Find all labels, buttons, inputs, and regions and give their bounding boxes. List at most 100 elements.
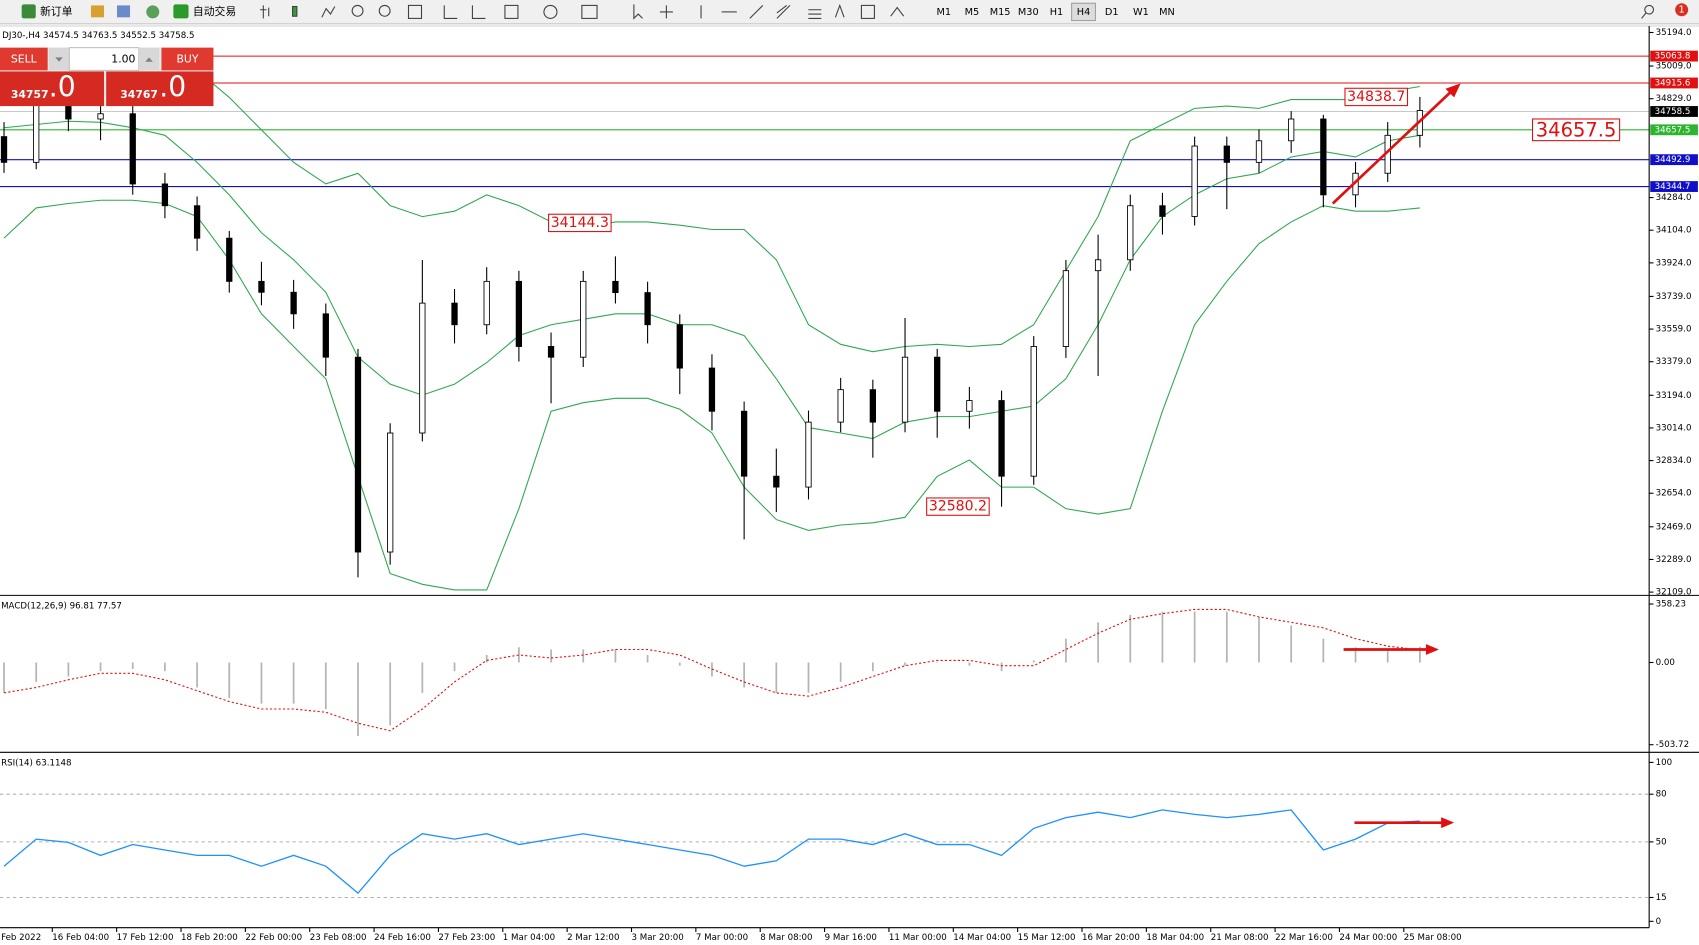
timeframe-button[interactable]: W1 xyxy=(1133,7,1149,18)
ask-main[interactable]: 34767 xyxy=(120,88,158,101)
timeframe-button[interactable]: H1 xyxy=(1050,7,1064,18)
toolbar-icon[interactable] xyxy=(117,5,131,18)
arrow-tool[interactable] xyxy=(890,6,905,17)
x-tick-label: 23 Feb 08:00 xyxy=(310,933,367,943)
bar-chart-tool[interactable] xyxy=(260,5,270,19)
buy-button[interactable] xyxy=(161,47,214,71)
candle-tool[interactable] xyxy=(292,5,298,17)
band-middle xyxy=(3,120,1420,440)
y-tick-label: 35009.0 xyxy=(1656,62,1692,72)
y-tick-label: 32654.0 xyxy=(1656,489,1692,499)
macd-bar xyxy=(357,662,359,737)
cursor-tool[interactable] xyxy=(633,4,643,20)
macd-bar xyxy=(164,662,166,672)
x-tick-label: 24 Mar 00:00 xyxy=(1339,933,1397,943)
zoom-out-tool[interactable] xyxy=(378,4,391,17)
band-lower xyxy=(3,199,1420,591)
band-upper xyxy=(3,53,1420,353)
macd-bar xyxy=(35,662,38,682)
toolbar-icon[interactable] xyxy=(91,5,105,18)
zoom-in-tool[interactable] xyxy=(351,4,364,17)
fibo-tool[interactable] xyxy=(808,9,822,19)
timeframe-button[interactable]: M1 xyxy=(936,7,951,18)
candle-body xyxy=(258,280,265,293)
macd-bar xyxy=(936,662,939,664)
timeframe-button[interactable]: M15 xyxy=(990,7,1011,18)
macd-bar xyxy=(1129,614,1132,663)
macd-bar xyxy=(389,662,392,726)
price-line-tag xyxy=(1650,181,1698,192)
sell-button[interactable] xyxy=(0,47,48,71)
y-tick-label: 33559.0 xyxy=(1656,325,1692,335)
macd-bar xyxy=(678,662,681,666)
sell-label[interactable]: SELL xyxy=(11,53,37,66)
indicator-title: MACD(12,26,9) 96.81 77.57 xyxy=(1,602,122,612)
candle-body xyxy=(740,410,748,477)
candle-body xyxy=(354,356,362,553)
macd-bar xyxy=(1193,611,1196,663)
annotation-box xyxy=(926,497,990,516)
sell-price-box[interactable] xyxy=(0,71,105,107)
label-tool[interactable] xyxy=(860,4,875,19)
y-tick-label: 33014.0 xyxy=(1656,423,1692,433)
macd-bar xyxy=(1386,649,1389,663)
crosshair-tool[interactable] xyxy=(659,5,673,19)
candle-body xyxy=(612,280,619,294)
timeframe-button[interactable]: MN xyxy=(1159,7,1175,18)
lot-value[interactable]: 1.00 xyxy=(111,53,135,66)
new-order-button[interactable]: 新订单 xyxy=(40,4,73,18)
tile-tool[interactable] xyxy=(407,4,423,19)
toolbar-icon[interactable] xyxy=(146,5,160,19)
macd-bar xyxy=(3,662,5,693)
indicator-tool[interactable] xyxy=(504,4,519,19)
candle-body xyxy=(837,389,844,423)
shift-tool[interactable] xyxy=(471,5,486,19)
candle-body xyxy=(97,113,104,120)
candle-body xyxy=(1255,140,1263,163)
timeframe-button[interactable]: H4 xyxy=(1077,7,1091,18)
rsi-line xyxy=(3,809,1420,895)
x-tick-label: 1 Mar 04:00 xyxy=(503,933,555,943)
x-tick-label: 16 Mar 20:00 xyxy=(1082,933,1140,943)
search-icon[interactable] xyxy=(1644,4,1655,15)
candle-body xyxy=(419,302,426,434)
annotation-label: 34144.3 xyxy=(551,215,609,231)
notification-badge[interactable] xyxy=(1675,3,1689,17)
trendline-tool[interactable] xyxy=(749,5,764,19)
new-order-icon[interactable] xyxy=(21,4,36,19)
x-tick-label: 2 Mar 12:00 xyxy=(567,933,619,943)
text-tool[interactable] xyxy=(834,3,845,18)
macd-bar xyxy=(1322,638,1325,663)
template-tool[interactable] xyxy=(581,4,598,19)
candle-body xyxy=(0,136,8,163)
timeframe-button[interactable]: D1 xyxy=(1105,7,1119,18)
timeframe-button[interactable]: M5 xyxy=(965,7,980,18)
timeframe-button[interactable]: M30 xyxy=(1018,7,1039,18)
x-tick-label: 25 Mar 08:00 xyxy=(1404,933,1462,943)
x-tick-label: 11 Mar 00:00 xyxy=(889,933,947,943)
price-line-label: 34758.5 xyxy=(1655,107,1691,117)
line-chart-tool[interactable] xyxy=(321,6,336,18)
bid-frac[interactable]: .0 xyxy=(49,71,76,104)
y-tick-label: 33924.0 xyxy=(1656,258,1692,268)
active-timeframe-bg[interactable] xyxy=(1071,2,1097,22)
channel-tool[interactable] xyxy=(776,4,791,19)
y-tick-label: 0.00 xyxy=(1656,658,1675,668)
buy-label[interactable]: BUY xyxy=(176,53,198,66)
scroll-tool[interactable] xyxy=(443,5,458,19)
macd-bar xyxy=(1065,638,1067,663)
chart-area: 35194.0 35009.0 34829.0 34284.0 34104.0 33924… xyxy=(0,28,1698,943)
macd-bar xyxy=(1032,660,1035,663)
macd-bar xyxy=(485,654,488,663)
candle-body xyxy=(1320,118,1327,196)
macd-bar xyxy=(228,662,231,699)
price-label-box xyxy=(1531,118,1621,142)
period-tool[interactable] xyxy=(543,4,558,19)
bid-main[interactable]: 34757 xyxy=(11,88,49,101)
macd-bar xyxy=(453,662,456,672)
ask-frac[interactable]: .0 xyxy=(159,71,186,104)
buy-price-box[interactable] xyxy=(106,71,214,107)
y-tick-label: 15 xyxy=(1656,893,1667,903)
auto-trade-button[interactable]: 自动交易 xyxy=(193,4,236,18)
auto-trade-icon[interactable] xyxy=(173,4,189,19)
